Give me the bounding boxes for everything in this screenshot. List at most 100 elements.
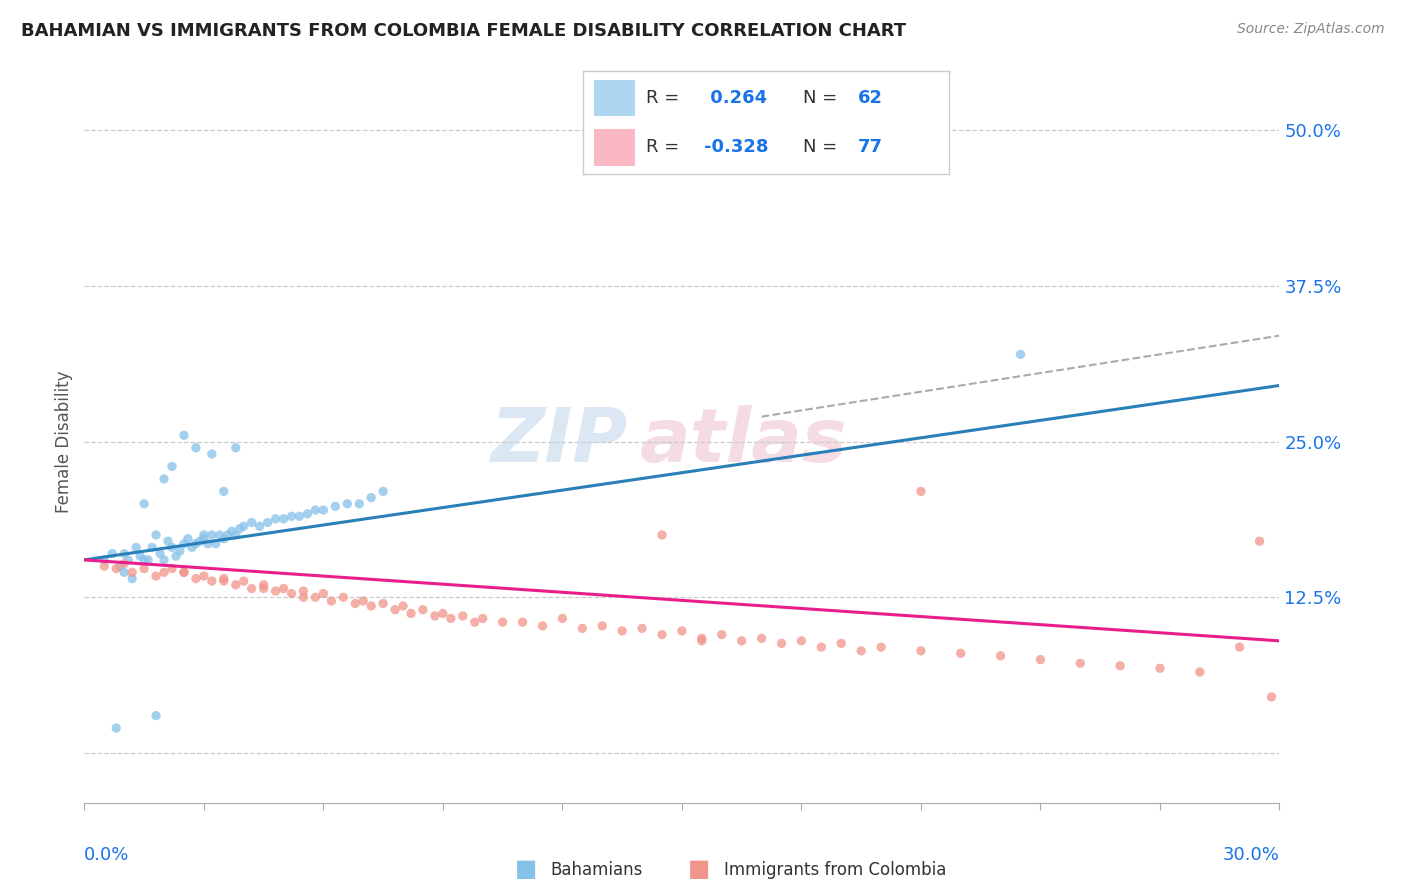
Point	[949, 646, 972, 660]
Point	[273, 512, 295, 526]
Point	[157, 534, 180, 549]
Point	[240, 582, 263, 596]
Point	[232, 574, 254, 588]
Text: 0.0%: 0.0%	[84, 847, 129, 864]
Point	[112, 557, 135, 571]
Point	[160, 561, 183, 575]
Point	[851, 644, 873, 658]
Point	[256, 516, 278, 530]
Point	[212, 574, 235, 588]
Point	[145, 708, 167, 723]
Point	[571, 621, 593, 635]
Point	[188, 534, 211, 549]
Point	[297, 507, 319, 521]
Point	[1109, 658, 1132, 673]
Point	[464, 615, 486, 630]
Point	[136, 553, 159, 567]
Point	[471, 611, 494, 625]
Point	[193, 569, 215, 583]
Text: 30.0%: 30.0%	[1223, 847, 1279, 864]
Point	[551, 611, 574, 625]
Point	[165, 549, 187, 563]
Point	[1188, 665, 1211, 679]
Point	[412, 603, 434, 617]
Point	[451, 609, 474, 624]
Point	[181, 541, 204, 555]
Point	[1260, 690, 1282, 704]
Point	[160, 541, 183, 555]
Point	[671, 624, 693, 638]
Point	[651, 627, 673, 641]
Text: N =: N =	[803, 138, 837, 156]
Point	[249, 519, 271, 533]
Text: ■: ■	[688, 857, 710, 881]
Point	[101, 547, 124, 561]
Point	[173, 537, 195, 551]
Point	[373, 484, 395, 499]
Point	[153, 566, 176, 580]
Point	[132, 561, 156, 575]
Point	[304, 503, 326, 517]
Point	[105, 561, 128, 575]
Point	[790, 633, 813, 648]
Point	[93, 553, 115, 567]
Point	[193, 528, 215, 542]
Point	[173, 566, 195, 580]
Point	[112, 547, 135, 561]
Text: 0.264: 0.264	[704, 89, 768, 107]
Point	[141, 541, 163, 555]
Point	[512, 615, 534, 630]
Point	[205, 537, 228, 551]
Point	[325, 500, 347, 514]
Point	[193, 532, 215, 546]
Point	[304, 591, 326, 605]
Bar	[595, 79, 634, 117]
Point	[1029, 652, 1052, 666]
Point	[288, 509, 311, 524]
Point	[1010, 347, 1032, 361]
Point	[212, 484, 235, 499]
Point	[184, 441, 207, 455]
Point	[145, 528, 167, 542]
Point	[336, 497, 359, 511]
Point	[651, 528, 673, 542]
Text: R =: R =	[645, 89, 679, 107]
Point	[173, 566, 195, 580]
Point	[212, 532, 235, 546]
Text: ZIP: ZIP	[491, 405, 628, 478]
Point	[432, 607, 454, 621]
Point	[384, 603, 406, 617]
Text: R =: R =	[645, 138, 679, 156]
Point	[312, 503, 335, 517]
Point	[440, 611, 463, 625]
Point	[360, 599, 382, 613]
Text: Immigrants from Colombia: Immigrants from Colombia	[724, 861, 946, 879]
Point	[373, 597, 395, 611]
Point	[264, 512, 287, 526]
Point	[264, 584, 287, 599]
Point	[240, 516, 263, 530]
Point	[253, 578, 276, 592]
Point	[93, 559, 115, 574]
Point	[990, 648, 1012, 663]
Point	[153, 553, 176, 567]
Point	[132, 553, 156, 567]
Point	[1249, 534, 1271, 549]
Point	[591, 619, 613, 633]
Point	[280, 586, 302, 600]
Point	[225, 578, 247, 592]
Point	[870, 640, 893, 654]
Point	[173, 428, 195, 442]
Point	[212, 572, 235, 586]
Text: -0.328: -0.328	[704, 138, 769, 156]
Point	[201, 528, 224, 542]
Point	[492, 615, 515, 630]
Point	[225, 441, 247, 455]
Point	[631, 621, 654, 635]
Text: atlas: atlas	[640, 405, 848, 478]
Point	[153, 472, 176, 486]
Point	[710, 627, 733, 641]
Bar	[595, 128, 634, 166]
Point	[292, 584, 315, 599]
Point	[225, 528, 247, 542]
